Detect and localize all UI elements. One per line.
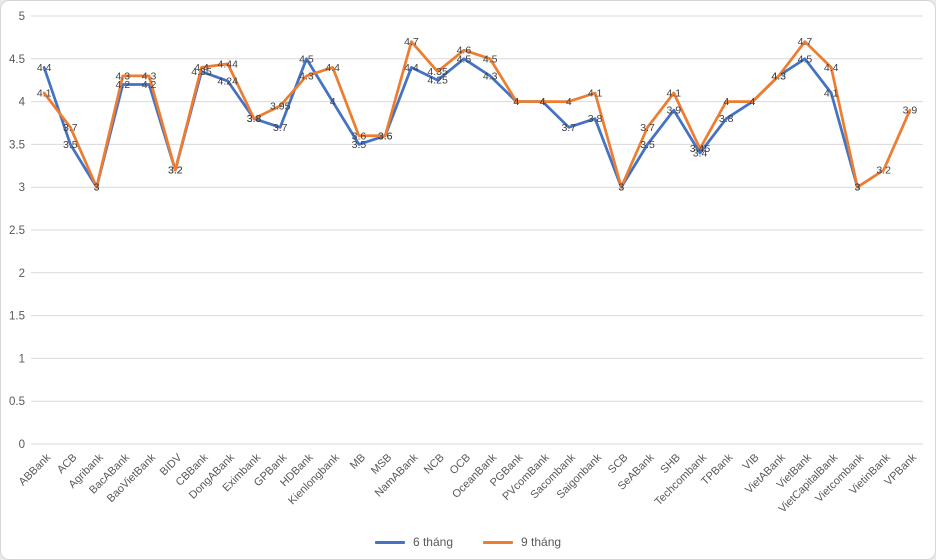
data-label: 4.3 bbox=[142, 70, 157, 82]
data-label: 4.4 bbox=[325, 62, 340, 74]
data-label: 3.7 bbox=[640, 122, 655, 134]
data-label: 3 bbox=[854, 182, 860, 194]
data-label: 4 bbox=[723, 96, 729, 108]
data-label: 3.5 bbox=[352, 139, 367, 151]
data-label: 4 bbox=[513, 96, 519, 108]
x-axis-category-label: MB bbox=[348, 452, 368, 472]
series-line-9-tháng bbox=[42, 40, 912, 189]
data-label: 4.2 bbox=[142, 79, 157, 91]
x-axis-category-label: VIB bbox=[741, 452, 762, 473]
data-label: 3.5 bbox=[640, 139, 655, 151]
data-label: 3.7 bbox=[63, 122, 78, 134]
legend-label-9-thang: 9 tháng bbox=[521, 535, 562, 549]
data-label: 4 bbox=[750, 96, 756, 108]
data-label: 3.6 bbox=[378, 130, 393, 142]
data-label: 4.7 bbox=[404, 36, 419, 48]
data-label: 4.4 bbox=[194, 62, 209, 74]
data-label: 3.45 bbox=[690, 143, 711, 155]
series-line-6-tháng bbox=[42, 57, 859, 189]
legend-label-6-thang: 6 tháng bbox=[412, 535, 453, 549]
y-axis-tick-label: 2 bbox=[19, 268, 25, 280]
data-label: 4.4 bbox=[404, 62, 419, 74]
data-label: 4.2 bbox=[116, 79, 131, 91]
data-label: 4 bbox=[540, 96, 546, 108]
legend-swatch-6-thang-icon bbox=[374, 540, 405, 544]
data-label: 4.1 bbox=[666, 88, 681, 100]
data-label: 4.4 bbox=[37, 62, 52, 74]
data-label: 3 bbox=[94, 182, 100, 194]
x-axis-category-label: NCB bbox=[422, 452, 447, 477]
y-axis-tick-label: 0.5 bbox=[9, 396, 25, 408]
data-label: 3.6 bbox=[352, 130, 367, 142]
data-label: 3 bbox=[618, 182, 624, 194]
chart-legend: 6 tháng 9 tháng bbox=[1, 535, 935, 549]
data-label: 4.1 bbox=[588, 88, 603, 100]
y-axis-tick-label: 2.5 bbox=[9, 225, 25, 237]
data-label: 3.8 bbox=[719, 113, 734, 125]
data-label: 3.9 bbox=[903, 105, 918, 117]
data-label: 4 bbox=[566, 96, 572, 108]
legend-swatch-9-thang-icon bbox=[483, 540, 513, 544]
data-label: 4.44 bbox=[218, 58, 239, 70]
legend-item-6-thang: 6 tháng bbox=[374, 535, 453, 549]
y-axis-tick-label: 4.5 bbox=[9, 54, 25, 66]
data-label: 4.35 bbox=[427, 66, 448, 78]
y-axis-tick-label: 3 bbox=[19, 182, 25, 194]
data-label: 3 bbox=[618, 182, 624, 194]
data-label: 4.3 bbox=[483, 70, 498, 82]
data-label: 4.3 bbox=[771, 70, 786, 82]
data-label: 4.6 bbox=[457, 45, 472, 57]
data-label: 4.7 bbox=[798, 36, 813, 48]
data-label: 4 bbox=[540, 96, 546, 108]
y-axis-tick-label: 5 bbox=[19, 11, 25, 23]
data-label: 4 bbox=[750, 96, 756, 108]
data-label: 4 bbox=[330, 96, 336, 108]
y-axis-tick-label: 1 bbox=[19, 353, 25, 365]
data-label: 3.4 bbox=[693, 147, 708, 159]
data-label: 4.3 bbox=[116, 70, 131, 82]
data-label: 4.1 bbox=[824, 88, 839, 100]
data-label: 4.5 bbox=[457, 53, 472, 65]
data-label: 4.3 bbox=[771, 70, 786, 82]
y-axis-tick-label: 0 bbox=[19, 439, 25, 451]
legend-item-9-thang: 9 tháng bbox=[483, 535, 561, 549]
data-label: 3 bbox=[854, 182, 860, 194]
data-label: 3.95 bbox=[270, 100, 291, 112]
data-label: 3.8 bbox=[588, 113, 603, 125]
data-label: 3.8 bbox=[247, 113, 262, 125]
data-label: 3.8 bbox=[247, 113, 262, 125]
data-label: 4.25 bbox=[427, 75, 448, 87]
data-label: 4.1 bbox=[37, 88, 52, 100]
data-label: 4.5 bbox=[483, 53, 498, 65]
data-label: 4.35 bbox=[191, 66, 212, 78]
data-label: 3.2 bbox=[168, 165, 183, 177]
data-label: 4.5 bbox=[299, 53, 314, 65]
data-label: 3.5 bbox=[63, 139, 78, 151]
data-label: 3.2 bbox=[876, 165, 891, 177]
data-label: 4.4 bbox=[824, 62, 839, 74]
data-label: 4.5 bbox=[798, 53, 813, 65]
data-label: 4.3 bbox=[299, 70, 314, 82]
data-label: 3.6 bbox=[378, 130, 393, 142]
x-axis-category-label: ABBank bbox=[17, 451, 54, 488]
data-label: 3.7 bbox=[273, 122, 288, 134]
data-label: 3.2 bbox=[168, 165, 183, 177]
y-axis-tick-label: 4 bbox=[19, 97, 26, 109]
data-label: 4 bbox=[513, 96, 519, 108]
y-axis-tick-label: 1.5 bbox=[9, 311, 25, 323]
data-label: 3.7 bbox=[562, 122, 577, 134]
y-axis-tick-label: 3.5 bbox=[9, 139, 25, 151]
data-label: 4.24 bbox=[218, 76, 239, 88]
data-label: 3.9 bbox=[666, 105, 681, 117]
data-label: 3 bbox=[94, 182, 100, 194]
